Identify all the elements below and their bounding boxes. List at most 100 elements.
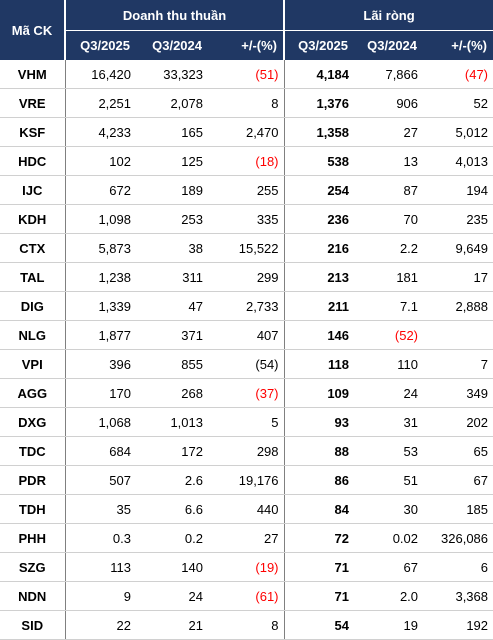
- cell-revenue-change: 299: [208, 262, 285, 292]
- cell-revenue-change: (19): [208, 552, 285, 582]
- cell-profit-q3-2025: 72: [283, 523, 355, 553]
- cell-revenue-q3-2025: 507: [64, 465, 136, 495]
- cell-revenue-change: (37): [208, 378, 285, 408]
- cell-profit-change: 67: [423, 465, 493, 495]
- cell-revenue-q3-2024: 311: [136, 262, 208, 292]
- table-row: TDC 684 172 298 88 53 65: [0, 436, 493, 466]
- cell-profit-q3-2025: 118: [283, 349, 355, 379]
- table-row: PDR 507 2.6 19,176 86 51 67: [0, 465, 493, 495]
- cell-profit-q3-2025: 1,376: [283, 88, 355, 118]
- cell-profit-q3-2024: 7.1: [354, 291, 424, 321]
- cell-stock-code: TDH: [0, 494, 65, 524]
- cell-revenue-q3-2025: 1,238: [64, 262, 136, 292]
- cell-profit-change: 194: [423, 175, 493, 205]
- cell-revenue-change: 5: [208, 407, 285, 437]
- cell-stock-code: VRE: [0, 88, 65, 118]
- table-row: TDH 35 6.6 440 84 30 185: [0, 494, 493, 524]
- cell-profit-change: 65: [423, 436, 493, 466]
- cell-revenue-change: (61): [208, 581, 285, 611]
- cell-profit-q3-2025: 538: [283, 146, 355, 176]
- cell-profit-q3-2024: 27: [354, 117, 424, 147]
- cell-profit-q3-2025: 1,358: [283, 117, 355, 147]
- cell-profit-change: 185: [423, 494, 493, 524]
- cell-stock-code: SZG: [0, 552, 65, 582]
- cell-revenue-change: 407: [208, 320, 285, 350]
- cell-stock-code: VHM: [0, 60, 65, 89]
- cell-revenue-change: 8: [208, 88, 285, 118]
- cell-profit-q3-2024: 87: [354, 175, 424, 205]
- cell-revenue-q3-2025: 396: [64, 349, 136, 379]
- cell-profit-q3-2025: 84: [283, 494, 355, 524]
- cell-profit-change: 17: [423, 262, 493, 292]
- cell-profit-change: 6: [423, 552, 493, 582]
- cell-revenue-change: (54): [208, 349, 285, 379]
- cell-revenue-q3-2025: 684: [64, 436, 136, 466]
- cell-profit-change: 3,368: [423, 581, 493, 611]
- cell-profit-q3-2025: 71: [283, 581, 355, 611]
- column-header-revenue-q3-2025: Q3/2025: [64, 30, 136, 60]
- cell-revenue-q3-2024: 253: [136, 204, 208, 234]
- column-header-revenue-change: +/-(%): [208, 30, 285, 60]
- cell-revenue-q3-2024: 1,013: [136, 407, 208, 437]
- cell-revenue-q3-2025: 1,068: [64, 407, 136, 437]
- table-row: AGG 170 268 (37) 109 24 349: [0, 378, 493, 408]
- cell-stock-code: KDH: [0, 204, 65, 234]
- cell-stock-code: DIG: [0, 291, 65, 321]
- cell-revenue-change: 440: [208, 494, 285, 524]
- table-row: DIG 1,339 47 2,733 211 7.1 2,888: [0, 291, 493, 321]
- cell-revenue-q3-2024: 38: [136, 233, 208, 263]
- cell-revenue-q3-2024: 268: [136, 378, 208, 408]
- cell-profit-q3-2024: 24: [354, 378, 424, 408]
- cell-revenue-change: (18): [208, 146, 285, 176]
- cell-profit-q3-2024: (52): [354, 320, 424, 350]
- header-row-periods: Q3/2025 Q3/2024 +/-(%) Q3/2025 Q3/2024 +…: [0, 30, 493, 60]
- cell-revenue-change: 2,470: [208, 117, 285, 147]
- cell-revenue-q3-2025: 102: [64, 146, 136, 176]
- table-row: VRE 2,251 2,078 8 1,376 906 52: [0, 88, 493, 118]
- cell-revenue-q3-2024: 165: [136, 117, 208, 147]
- cell-profit-change: 326,086: [423, 523, 493, 553]
- cell-revenue-q3-2024: 6.6: [136, 494, 208, 524]
- cell-stock-code: NLG: [0, 320, 65, 350]
- table-row: KDH 1,098 253 335 236 70 235: [0, 204, 493, 234]
- cell-profit-q3-2024: 181: [354, 262, 424, 292]
- cell-revenue-change: (51): [208, 60, 285, 89]
- cell-stock-code: DXG: [0, 407, 65, 437]
- cell-stock-code: TAL: [0, 262, 65, 292]
- cell-profit-q3-2025: 109: [283, 378, 355, 408]
- cell-revenue-q3-2025: 9: [64, 581, 136, 611]
- cell-profit-q3-2024: 906: [354, 88, 424, 118]
- cell-revenue-change: 2,733: [208, 291, 285, 321]
- table-row: NDN 9 24 (61) 71 2.0 3,368: [0, 581, 493, 611]
- cell-revenue-q3-2025: 35: [64, 494, 136, 524]
- cell-profit-q3-2024: 30: [354, 494, 424, 524]
- cell-profit-change: 7: [423, 349, 493, 379]
- column-header-profit-q3-2025: Q3/2025: [283, 30, 355, 60]
- column-header-profit-q3-2024: Q3/2024: [354, 30, 424, 60]
- cell-revenue-q3-2025: 113: [64, 552, 136, 582]
- cell-revenue-change: 19,176: [208, 465, 285, 495]
- column-header-code: Mã CK: [0, 0, 65, 60]
- cell-profit-q3-2025: 236: [283, 204, 355, 234]
- table-row: CTX 5,873 38 15,522 216 2.2 9,649: [0, 233, 493, 263]
- cell-profit-change: [423, 320, 493, 350]
- cell-profit-q3-2024: 2.2: [354, 233, 424, 263]
- cell-profit-change: 4,013: [423, 146, 493, 176]
- column-header-profit-change: +/-(%): [423, 30, 493, 60]
- table-row: SZG 113 140 (19) 71 67 6: [0, 552, 493, 582]
- cell-profit-q3-2024: 53: [354, 436, 424, 466]
- table-row: DXG 1,068 1,013 5 93 31 202: [0, 407, 493, 437]
- cell-profit-q3-2025: 93: [283, 407, 355, 437]
- cell-profit-q3-2024: 7,866: [354, 60, 424, 89]
- table-body: VHM 16,420 33,323 (51) 4,184 7,866 (47) VRE 2,25…: [0, 60, 493, 640]
- cell-profit-q3-2025: 54: [283, 610, 355, 640]
- cell-profit-change: 2,888: [423, 291, 493, 321]
- cell-revenue-q3-2024: 125: [136, 146, 208, 176]
- cell-profit-q3-2024: 51: [354, 465, 424, 495]
- cell-revenue-change: 255: [208, 175, 285, 205]
- cell-stock-code: TDC: [0, 436, 65, 466]
- header-row-groups: Mã CK Doanh thu thuần Lãi ròng: [0, 0, 493, 60]
- cell-revenue-q3-2025: 1,339: [64, 291, 136, 321]
- cell-revenue-q3-2024: 0.2: [136, 523, 208, 553]
